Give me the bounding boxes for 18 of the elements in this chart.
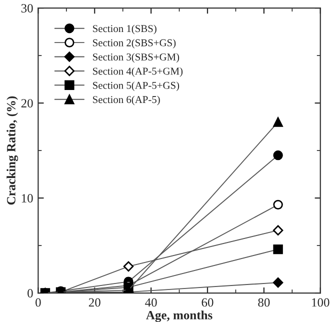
x-tick-label: 40 [145,298,157,307]
y-tick-label: 20 [21,99,33,108]
legend-label: Section 6(AP-5) [93,96,160,106]
x-tick-label: 60 [202,298,214,307]
x-tick-label: 20 [88,298,100,307]
y-tick-label: 30 [21,4,33,13]
y-tick-label: 10 [22,194,33,202]
x-axis-title: Age, months [146,310,212,322]
y-tick-label: 0 [28,289,33,298]
legend-label: Section 4(AP-5+GM) [93,67,183,77]
legend-label: Section 5(AP-5+GS) [93,82,180,92]
x-tick-label: 100 [312,298,330,307]
x-tick-label: 80 [258,298,270,307]
legend-label: Section 2(SBS+GS) [93,38,176,48]
x-tick-label: 0 [36,298,41,307]
y-axis-title: Cracking Ratio, (%) [6,96,18,205]
legend-label: Section 3(SBS+GM) [93,53,180,63]
legend-label: Section 1(SBS) [93,24,156,34]
